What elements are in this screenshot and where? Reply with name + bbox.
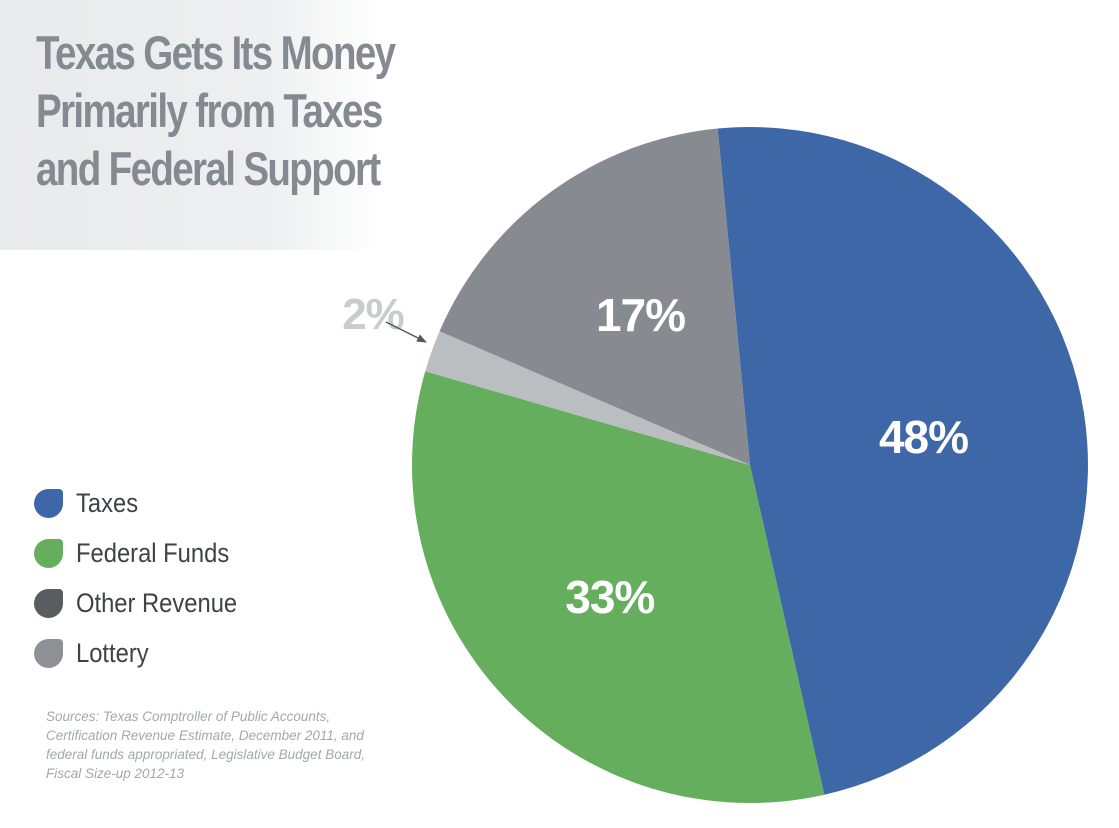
legend-label: Other Revenue [76,587,238,618]
lottery-callout-arrow [385,321,427,343]
pie-labels: 48% 33% 2% 17% [342,289,969,623]
title-background [0,0,380,250]
chart-title-line: and Federal Support [36,142,381,195]
pie-label-taxes: 48% [879,411,968,463]
chart-title: Texas Gets Its Money Primarily from Taxe… [36,24,396,198]
pie-slice-other-revenue [439,128,750,465]
sources-line: Certification Revenue Estimate, December… [46,728,364,743]
pie-slice-federal-funds [412,371,825,803]
pie-slice-lottery [425,331,750,465]
sources-line: Sources: Texas Comptroller of Public Acc… [46,709,331,724]
sources-line: Fiscal Size-up 2012-13 [46,766,185,781]
legend: Taxes Federal Funds Other Revenue Lotter… [34,478,259,678]
legend-label: Lottery [76,637,149,668]
legend-swatch [34,638,63,668]
legend-item-lottery: Lottery [34,628,259,678]
sources-note: Sources: Texas Comptroller of Public Acc… [46,707,426,783]
legend-swatch [34,488,63,518]
legend-swatch [34,538,63,568]
pie-label-other-revenue: 17% [596,289,685,341]
legend-swatch [34,588,63,618]
pie-slice-taxes [717,127,1088,795]
pie-label-lottery: 2% [342,290,404,339]
legend-item-other-revenue: Other Revenue [34,578,259,628]
pie-slices [412,127,1088,803]
legend-label: Taxes [76,487,139,518]
chart-title-line: Texas Gets Its Money [36,26,396,79]
sources-line: federal funds appropriated, Legislative … [46,747,365,762]
pie-label-federal-funds: 33% [565,571,654,623]
chart-title-line: Primarily from Taxes [36,84,383,137]
legend-item-taxes: Taxes [34,478,259,528]
legend-label: Federal Funds [76,537,230,568]
legend-item-federal-funds: Federal Funds [34,528,259,578]
